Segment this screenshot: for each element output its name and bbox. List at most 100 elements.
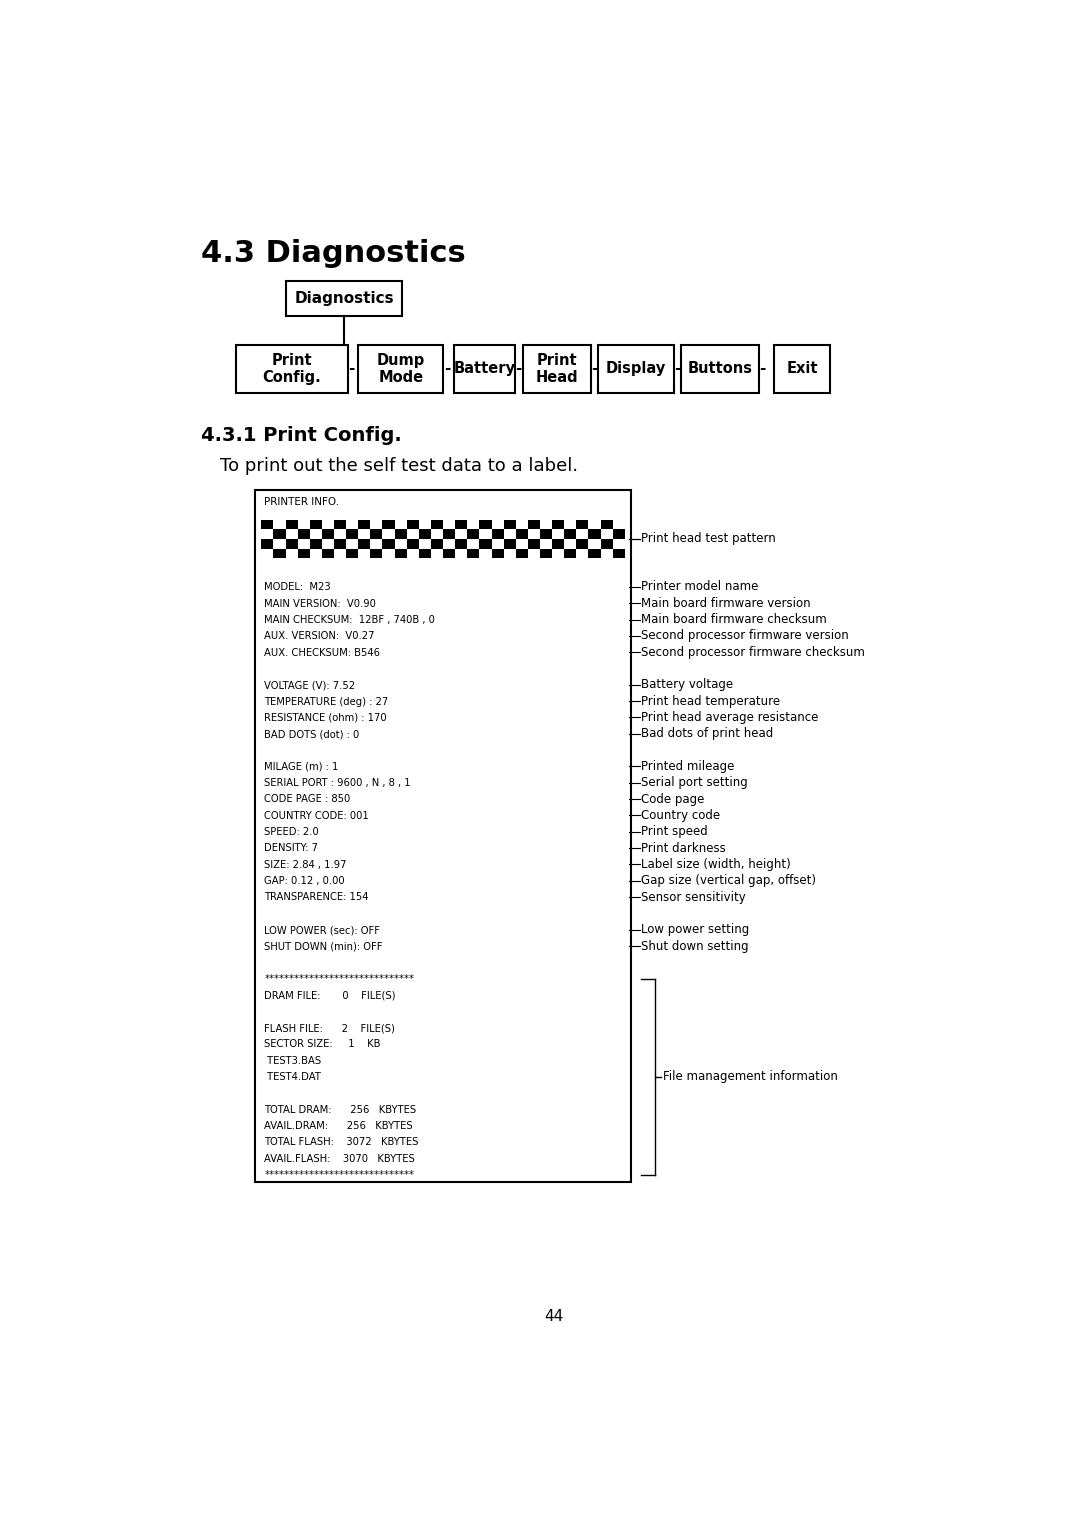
Bar	[443, 548, 455, 559]
Bar	[261, 530, 273, 539]
Bar	[273, 548, 285, 559]
Text: TEST3.BAS: TEST3.BAS	[265, 1055, 322, 1066]
Text: TEMPERATURE (deg) : 27: TEMPERATURE (deg) : 27	[265, 696, 389, 707]
Text: Print head average resistance: Print head average resistance	[642, 712, 819, 724]
Bar	[612, 548, 625, 559]
Bar	[334, 530, 346, 539]
Bar	[443, 539, 455, 548]
Text: Country code: Country code	[642, 809, 720, 822]
Text: ******************************: ******************************	[265, 1170, 415, 1180]
Bar	[334, 519, 346, 530]
Bar	[443, 519, 455, 530]
Text: -: -	[674, 362, 680, 376]
Text: Battery: Battery	[454, 362, 515, 376]
Bar	[310, 548, 322, 559]
Text: Serial port setting: Serial port setting	[642, 776, 747, 789]
Bar	[491, 519, 503, 530]
Bar	[431, 539, 443, 548]
Bar	[261, 539, 273, 548]
Bar	[285, 539, 298, 548]
Text: SHUT DOWN (min): OFF: SHUT DOWN (min): OFF	[265, 941, 383, 951]
Bar	[564, 530, 577, 539]
Bar	[589, 519, 600, 530]
Text: VOLTAGE (V): 7.52: VOLTAGE (V): 7.52	[265, 680, 355, 690]
Bar	[455, 530, 468, 539]
Bar	[564, 519, 577, 530]
FancyBboxPatch shape	[598, 345, 674, 392]
Bar	[577, 530, 589, 539]
Text: 4.3 Diagnostics: 4.3 Diagnostics	[201, 238, 465, 267]
Text: File management information: File management information	[663, 1070, 838, 1083]
Bar	[382, 539, 394, 548]
Text: TOTAL DRAM:      256   KBYTES: TOTAL DRAM: 256 KBYTES	[265, 1104, 417, 1115]
Text: Second processor firmware version: Second processor firmware version	[642, 629, 849, 643]
Text: AVAIL.FLASH:    3070   KBYTES: AVAIL.FLASH: 3070 KBYTES	[265, 1153, 415, 1164]
Bar	[612, 530, 625, 539]
Bar	[528, 519, 540, 530]
Bar	[480, 548, 491, 559]
Bar	[310, 530, 322, 539]
Bar	[298, 539, 310, 548]
Bar	[310, 519, 322, 530]
Text: Print
Head: Print Head	[536, 353, 578, 385]
Bar	[359, 519, 370, 530]
Bar	[370, 539, 382, 548]
Bar	[503, 548, 516, 559]
Bar	[322, 530, 334, 539]
Text: TEST4.DAT: TEST4.DAT	[265, 1072, 322, 1083]
Text: DRAM FILE:       0    FILE(S): DRAM FILE: 0 FILE(S)	[265, 991, 396, 1000]
Text: -: -	[591, 362, 597, 376]
Text: Print
Config.: Print Config.	[262, 353, 322, 385]
Bar	[468, 539, 480, 548]
Bar	[370, 530, 382, 539]
Text: Bad dots of print head: Bad dots of print head	[642, 727, 773, 741]
Text: Second processor firmware checksum: Second processor firmware checksum	[642, 646, 865, 658]
Bar	[564, 539, 577, 548]
Bar	[612, 539, 625, 548]
Bar	[431, 548, 443, 559]
Bar	[346, 519, 359, 530]
Bar	[359, 539, 370, 548]
Bar	[600, 530, 612, 539]
Bar	[419, 539, 431, 548]
Bar	[382, 548, 394, 559]
Text: Label size (width, height): Label size (width, height)	[642, 858, 791, 870]
Bar	[298, 530, 310, 539]
Text: Battery voltage: Battery voltage	[642, 678, 733, 692]
Text: TRANSPARENCE: 154: TRANSPARENCE: 154	[265, 892, 369, 902]
Text: COUNTRY CODE: 001: COUNTRY CODE: 001	[265, 811, 369, 822]
Text: Print head temperature: Print head temperature	[642, 695, 780, 707]
Bar	[468, 519, 480, 530]
Bar	[285, 548, 298, 559]
Bar	[503, 519, 516, 530]
Bar	[346, 530, 359, 539]
Bar	[491, 548, 503, 559]
Text: Buttons: Buttons	[688, 362, 753, 376]
Bar	[285, 530, 298, 539]
Text: Sensor sensitivity: Sensor sensitivity	[642, 890, 746, 904]
Bar	[322, 539, 334, 548]
Bar	[540, 530, 552, 539]
Text: MODEL:  M23: MODEL: M23	[265, 582, 332, 592]
FancyBboxPatch shape	[286, 281, 403, 316]
Text: GAP: 0.12 , 0.00: GAP: 0.12 , 0.00	[265, 876, 345, 886]
Bar	[273, 530, 285, 539]
Text: TOTAL FLASH:    3072   KBYTES: TOTAL FLASH: 3072 KBYTES	[265, 1138, 419, 1147]
Text: -: -	[349, 362, 355, 376]
FancyBboxPatch shape	[523, 345, 591, 392]
Text: Print head test pattern: Print head test pattern	[642, 533, 775, 545]
Bar	[322, 548, 334, 559]
Text: Main board firmware checksum: Main board firmware checksum	[642, 612, 827, 626]
Bar	[370, 548, 382, 559]
Bar	[382, 519, 394, 530]
Text: SPEED: 2.0: SPEED: 2.0	[265, 828, 320, 837]
Bar	[577, 539, 589, 548]
FancyBboxPatch shape	[455, 345, 515, 392]
Text: Main board firmware version: Main board firmware version	[642, 597, 811, 609]
Text: Diagnostics: Diagnostics	[295, 290, 394, 305]
Bar	[577, 548, 589, 559]
Bar	[589, 548, 600, 559]
Text: -: -	[515, 362, 522, 376]
FancyBboxPatch shape	[681, 345, 759, 392]
Bar	[370, 519, 382, 530]
